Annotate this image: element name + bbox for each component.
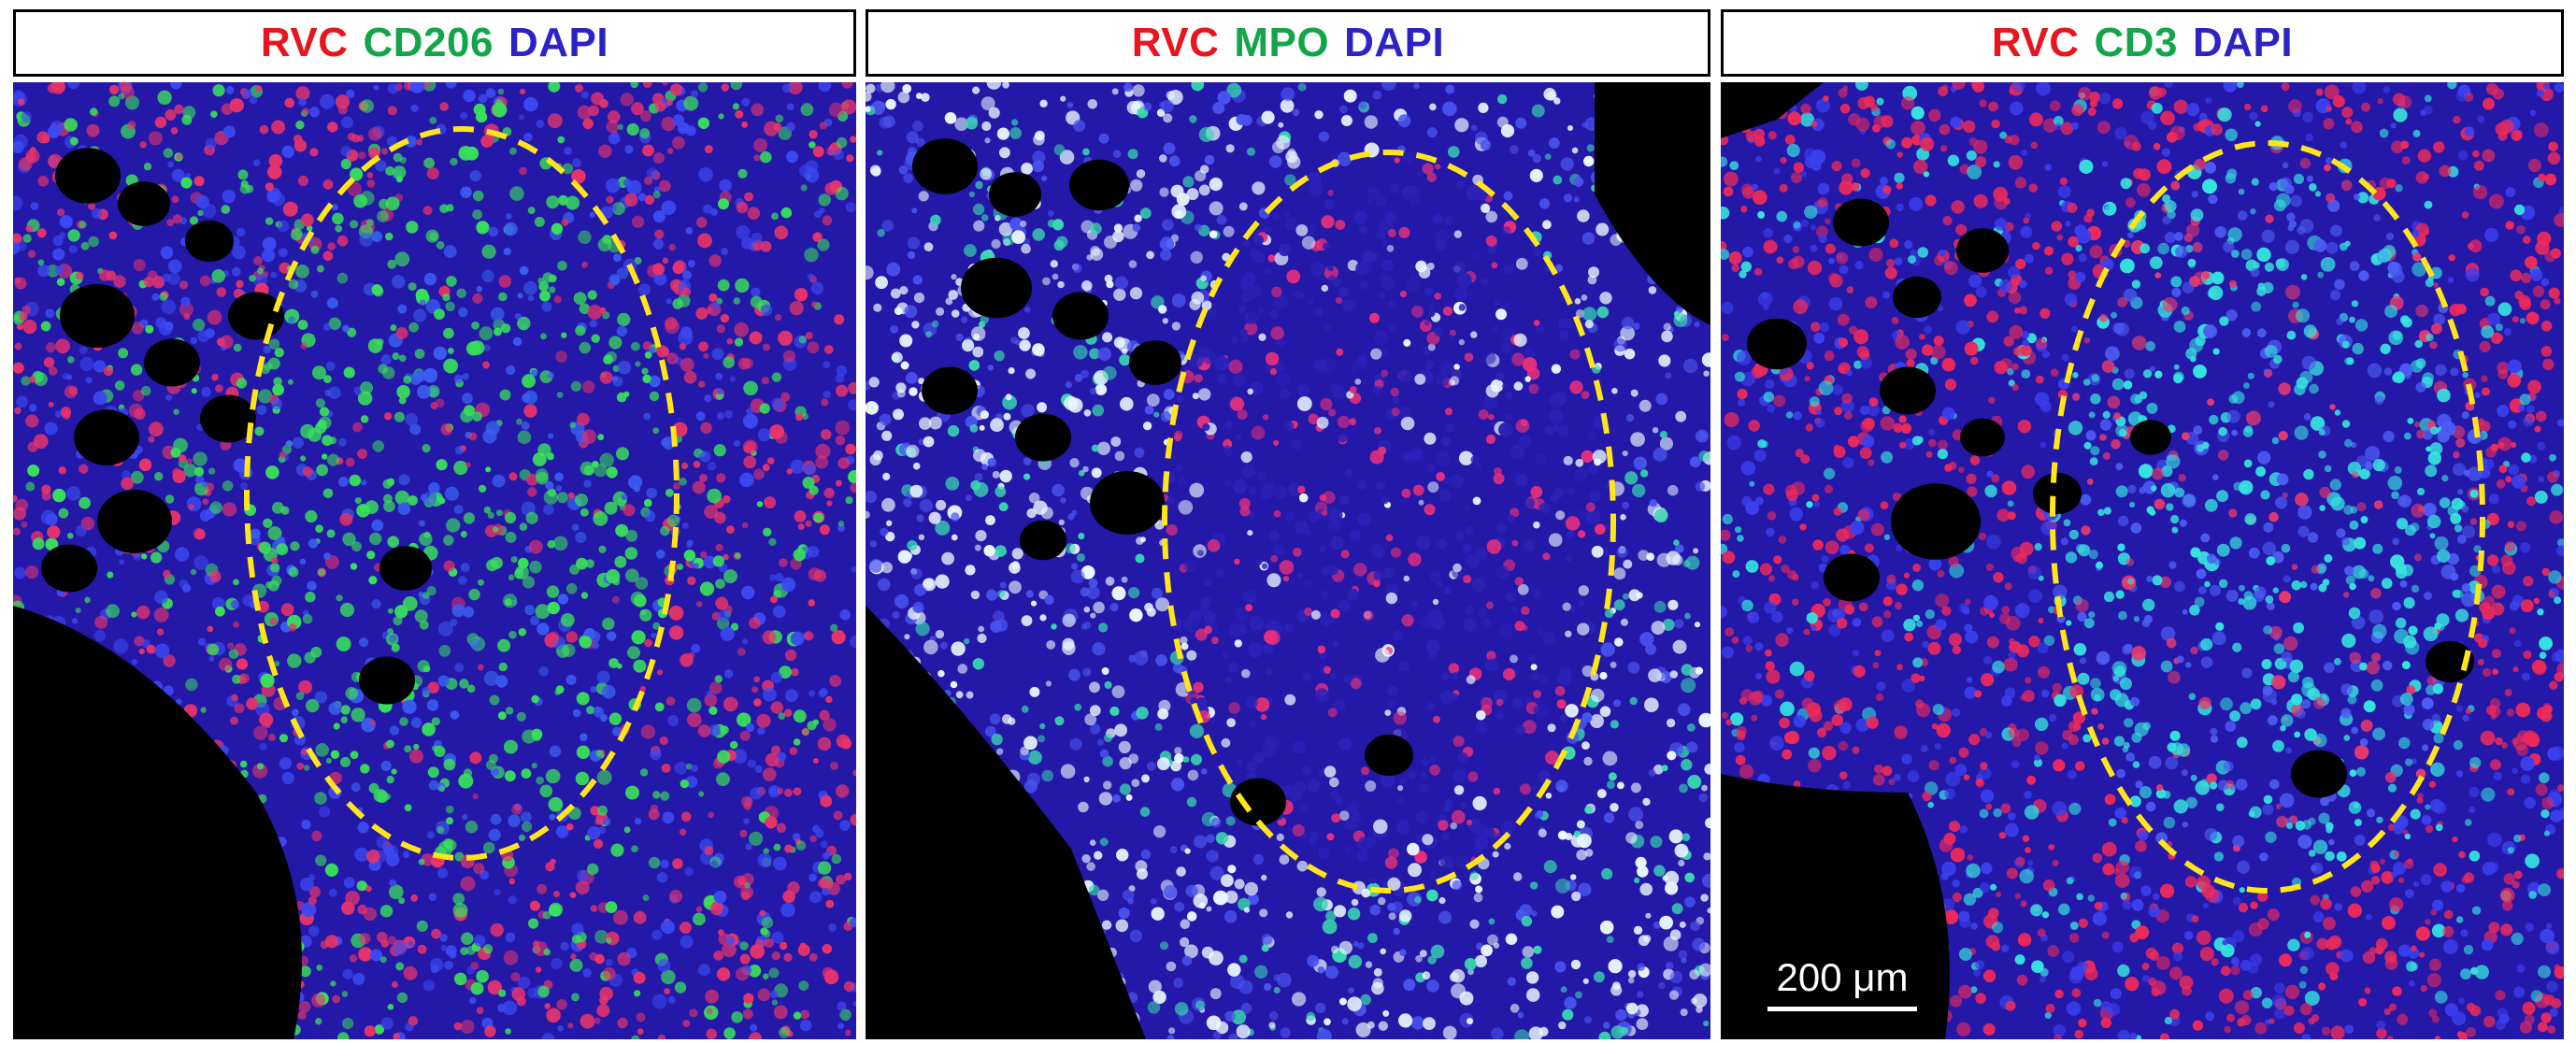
label-marker: MPO <box>1234 20 1330 65</box>
roi-dashed-ellipse <box>244 126 680 861</box>
vessel-lumen <box>41 544 97 593</box>
micrograph-svg <box>866 82 1710 1039</box>
vessel-lumen <box>1090 471 1165 535</box>
panel-title: RVC CD206 DAPI <box>13 9 856 77</box>
vessel-lumen <box>961 257 1032 319</box>
vessel-lumen <box>60 284 135 348</box>
vessel-lumen <box>228 292 284 340</box>
micrograph: 200 μm <box>1721 82 2564 1039</box>
micrograph-svg <box>13 82 856 1039</box>
label-dapi: DAPI <box>1344 20 1445 65</box>
vessel-lumen <box>912 138 978 194</box>
vessel-lumen <box>1015 413 1071 462</box>
panel-cd3: RVC CD3 DAPI 200 μm <box>1721 9 2564 1039</box>
vessel-lumen <box>2291 750 2347 798</box>
vessel-lumen <box>922 366 978 415</box>
micrograph <box>13 82 856 1039</box>
empty-region <box>1721 774 1950 1039</box>
vessel-lumen <box>1960 418 2005 457</box>
label-rvc: RVC <box>1131 20 1220 65</box>
label-marker: CD3 <box>2094 20 2178 65</box>
vessel-lumen <box>1129 340 1181 385</box>
vessel-lumen <box>1833 198 1889 247</box>
vessel-lumen <box>1230 778 1286 826</box>
vessel-lumen <box>1069 159 1129 211</box>
vessel-lumen <box>379 546 432 591</box>
vessel-lumen <box>989 172 1041 217</box>
scale-bar-label: 200 μm <box>1776 955 1909 999</box>
micrograph-svg <box>1721 82 2564 1039</box>
empty-region <box>1721 82 1824 138</box>
panel-title: RVC MPO DAPI <box>866 9 1710 77</box>
vessel-lumen <box>1824 553 1880 602</box>
vessel-lumen <box>2033 472 2082 515</box>
empty-region <box>13 606 302 1039</box>
vessel-lumen <box>1880 366 1936 415</box>
vessel-lumen <box>185 220 234 263</box>
vessel-lumen <box>1893 276 1941 319</box>
vessel-lumen <box>97 490 172 553</box>
vessel-lumen <box>1747 318 1807 370</box>
vessel-lumen <box>1891 483 1981 560</box>
vessel-lumen <box>1020 520 1066 561</box>
vessel-lumen <box>74 409 139 465</box>
panel-mpo: RVC MPO DAPI <box>866 9 1710 1039</box>
vessel-lumen <box>55 148 121 204</box>
empty-region <box>1595 82 1710 325</box>
vessel-lumen <box>1052 292 1109 340</box>
vessel-lumen <box>118 181 170 226</box>
scale-bar: 200 μm <box>1767 958 1917 1011</box>
panel-cd206: RVC CD206 DAPI <box>13 9 856 1039</box>
roi-dashed-ellipse <box>1162 150 1616 894</box>
label-dapi: DAPI <box>508 20 609 65</box>
vessel-lumen <box>2130 420 2171 455</box>
vessel-lumen <box>2426 640 2474 683</box>
panel-title: RVC CD3 DAPI <box>1721 9 2564 77</box>
vessel-lumen <box>200 394 256 443</box>
roi-dashed-ellipse <box>2050 140 2485 894</box>
label-marker: CD206 <box>363 20 494 65</box>
vessel-lumen <box>1956 228 2009 273</box>
label-dapi: DAPI <box>2193 20 2294 65</box>
micrograph <box>866 82 1710 1039</box>
empty-region <box>866 606 1146 1039</box>
vessel-lumen <box>144 338 200 387</box>
vessel-lumen <box>359 656 415 705</box>
label-rvc: RVC <box>1991 20 2080 65</box>
scale-bar-line <box>1767 1007 1917 1011</box>
vessel-lumen <box>1365 734 1413 777</box>
label-rvc: RVC <box>260 20 349 65</box>
